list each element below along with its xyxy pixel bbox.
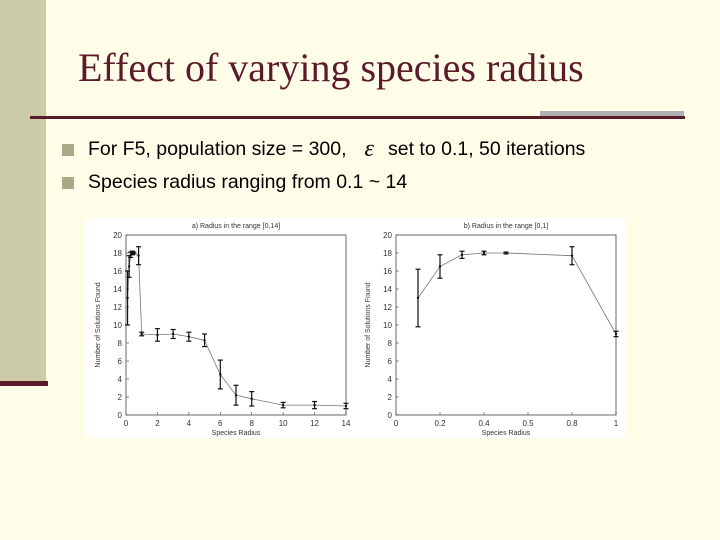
data-point bbox=[344, 404, 348, 408]
y-axis-label: Number of Solutions Found bbox=[95, 282, 102, 367]
y-tick-label: 4 bbox=[118, 375, 123, 384]
x-tick-label: 1 bbox=[614, 419, 619, 428]
data-point bbox=[140, 332, 143, 336]
bullet-square-icon bbox=[62, 143, 74, 156]
y-tick-label: 0 bbox=[118, 411, 123, 420]
x-axis-label: Species Radius bbox=[482, 430, 531, 437]
x-tick-label: 6 bbox=[218, 419, 223, 428]
bullet-square-icon bbox=[62, 176, 74, 189]
data-point bbox=[171, 332, 175, 336]
x-tick-label: 0 bbox=[124, 419, 129, 428]
bullet-text-after: set to 0.1, 50 iterations bbox=[388, 138, 586, 160]
x-tick-label: 2 bbox=[155, 419, 160, 428]
series-line bbox=[127, 252, 347, 407]
x-tick-label: 0.2 bbox=[434, 419, 446, 428]
x-tick-label: 12 bbox=[310, 419, 319, 428]
slide-title: Effect of varying species radius bbox=[78, 45, 584, 90]
y-tick-label: 10 bbox=[383, 321, 392, 330]
decorative-side-bar-tick bbox=[0, 381, 48, 386]
y-tick-label: 10 bbox=[113, 321, 122, 330]
y-tick-label: 6 bbox=[388, 357, 393, 366]
y-tick-label: 6 bbox=[118, 357, 123, 366]
chart-radius-0-1: b) Radius in the range [0,1]024681012141… bbox=[365, 223, 619, 437]
data-point bbox=[203, 339, 206, 342]
data-point bbox=[127, 265, 131, 268]
charts-panel: a) Radius in the range [0,14] 0 2 4 6 8 10 12 14… bbox=[86, 218, 626, 438]
data-point bbox=[234, 394, 238, 397]
title-rule-accent bbox=[540, 111, 684, 116]
data-point bbox=[460, 253, 464, 256]
data-point bbox=[504, 251, 508, 255]
y-tick-label: 8 bbox=[388, 339, 393, 348]
y-tick-label: 2 bbox=[388, 393, 393, 402]
bullet-item: For F5, population size = 300, ε set to … bbox=[62, 133, 585, 166]
bullet-text-before: For F5, population size = 300, bbox=[88, 138, 347, 160]
y-tick-label: 12 bbox=[383, 303, 392, 312]
y-tick-label: 18 bbox=[113, 249, 122, 258]
data-point bbox=[313, 403, 316, 407]
y-tick-label: 18 bbox=[383, 249, 392, 258]
data-point bbox=[156, 333, 159, 337]
plot-frame bbox=[395, 234, 617, 416]
data-point bbox=[187, 335, 191, 338]
y-tick-label: 4 bbox=[388, 375, 393, 384]
x-tick-label: 14 bbox=[342, 419, 351, 428]
bullet-text: Species radius ranging from 0.1 ~ 14 bbox=[88, 171, 408, 193]
y-axis-label: Number of Solutions Found bbox=[365, 282, 372, 367]
x-tick-label: 0.4 bbox=[478, 419, 490, 428]
chart-title: a) Radius in the range [0,14] bbox=[192, 223, 280, 230]
data-point bbox=[132, 251, 136, 255]
epsilon-symbol: ε bbox=[364, 136, 374, 162]
decorative-side-bar bbox=[0, 0, 46, 384]
x-axis-label: Species Radius bbox=[212, 430, 261, 437]
y-tick-label: 20 bbox=[113, 231, 122, 240]
data-point bbox=[482, 251, 486, 255]
y-tick-label: 16 bbox=[383, 267, 392, 276]
chart-radius-0-14: a) Radius in the range [0,14] 0 2 4 6 8 10 12 14… bbox=[95, 223, 351, 437]
y-tick-label: 2 bbox=[118, 393, 123, 402]
data-point bbox=[614, 332, 618, 336]
x-tick-label: 10 bbox=[279, 419, 288, 428]
x-tick-label: 8 bbox=[249, 419, 254, 428]
title-rule bbox=[30, 116, 685, 119]
bullet-item: Species radius ranging from 0.1 ~ 14 bbox=[62, 166, 585, 199]
x-tick-label: 0.5 bbox=[522, 419, 534, 428]
data-point bbox=[281, 403, 285, 407]
data-point bbox=[250, 397, 253, 400]
series-line bbox=[417, 252, 617, 335]
y-tick-label: 8 bbox=[118, 339, 123, 348]
y-tick-label: 0 bbox=[388, 411, 393, 420]
y-tick-label: 14 bbox=[113, 285, 122, 294]
x-tick-label: 4 bbox=[187, 419, 192, 428]
data-point bbox=[126, 296, 129, 300]
data-point bbox=[137, 254, 140, 257]
y-tick-label: 14 bbox=[383, 285, 392, 294]
data-point bbox=[570, 254, 574, 257]
bullet-list: For F5, population size = 300, ε set to … bbox=[62, 133, 585, 199]
data-point bbox=[438, 265, 442, 268]
y-tick-label: 12 bbox=[113, 303, 122, 312]
y-tick-label: 20 bbox=[383, 231, 392, 240]
x-tick-label: 0 bbox=[394, 419, 399, 428]
data-point bbox=[219, 373, 222, 376]
y-tick-label: 16 bbox=[113, 267, 122, 276]
x-tick-label: 0.8 bbox=[566, 419, 578, 428]
data-point bbox=[416, 296, 420, 300]
chart-title: b) Radius in the range [0,1] bbox=[464, 223, 548, 230]
